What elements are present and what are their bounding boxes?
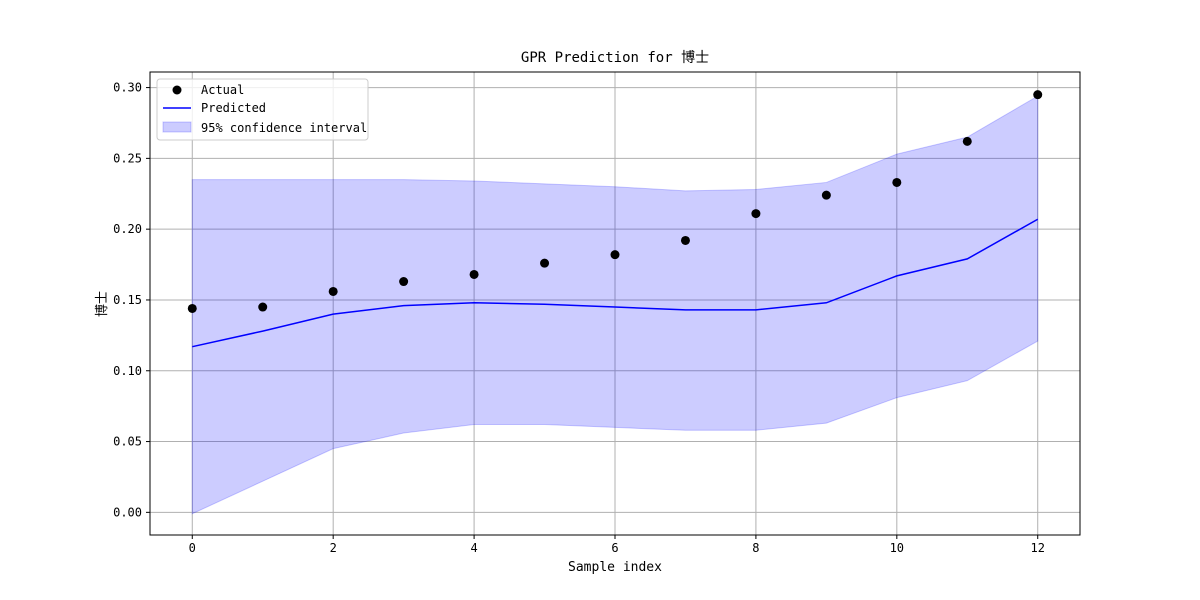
actual-point — [469, 269, 479, 279]
legend: Actual Predicted 95% confidence interval — [156, 78, 369, 141]
actual-point — [821, 190, 831, 200]
confidence-interval-band — [191, 95, 1039, 515]
confidence-band-layer — [191, 95, 1039, 515]
y-axis-label: 博士 — [95, 291, 110, 317]
actual-point — [328, 286, 338, 296]
legend-predicted-label: Predicted — [201, 101, 266, 115]
chart-title: GPR Prediction for 博士 — [521, 49, 709, 66]
y-tick-label: 0.05 — [113, 435, 142, 449]
actual-point — [680, 235, 690, 245]
y-tick-label: 0.00 — [113, 505, 142, 519]
y-tick-label: 0.25 — [113, 151, 142, 165]
actual-point — [540, 258, 550, 268]
x-tick-label: 12 — [1031, 541, 1045, 555]
x-tick-label: 4 — [470, 541, 477, 555]
actual-point — [962, 136, 972, 146]
x-tick-label: 10 — [890, 541, 904, 555]
legend-actual-label: Actual — [201, 83, 244, 97]
legend-ci-label: 95% confidence interval — [201, 121, 367, 135]
actual-point — [399, 277, 409, 287]
x-axis-label: Sample index — [568, 560, 662, 575]
y-tick-label: 0.30 — [113, 81, 142, 95]
actual-point — [258, 302, 268, 312]
actual-point — [892, 177, 902, 187]
legend-box — [156, 78, 369, 141]
y-tick-label: 0.10 — [113, 364, 142, 378]
actual-points-layer — [187, 90, 1043, 313]
x-tick-label: 2 — [330, 541, 337, 555]
y-tick-label: 0.20 — [113, 222, 142, 236]
tick-layer: 0 2 4 6 8 10 12 0.00 0.05 0.10 0.15 0.20 0.25 0.30 — [113, 81, 1045, 555]
predicted-line — [192, 218, 1039, 348]
x-tick-label: 0 — [189, 541, 196, 555]
actual-point — [187, 303, 197, 313]
x-tick-label: 6 — [611, 541, 618, 555]
legend-ci-patch — [162, 121, 192, 133]
legend-actual-marker — [172, 85, 182, 95]
actual-point — [610, 250, 620, 260]
x-tick-label: 8 — [752, 541, 759, 555]
actual-point — [751, 209, 761, 219]
actual-point — [1033, 90, 1043, 100]
predicted-line-layer — [192, 218, 1039, 348]
y-tick-label: 0.15 — [113, 293, 142, 307]
